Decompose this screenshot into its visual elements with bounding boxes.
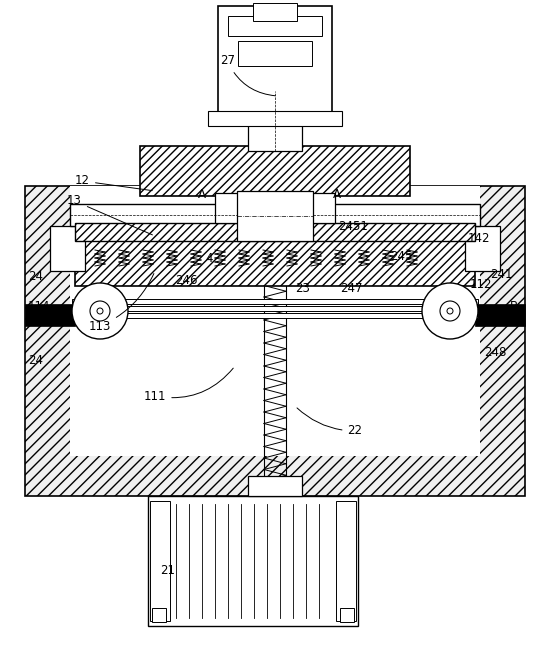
- Bar: [50, 226, 85, 271]
- Text: 24: 24: [28, 354, 43, 367]
- Bar: [253, 3, 297, 21]
- Circle shape: [422, 283, 478, 339]
- Text: 113: 113: [89, 274, 154, 333]
- Text: 247: 247: [340, 281, 362, 295]
- Bar: [75, 241, 475, 286]
- Text: 248: 248: [484, 346, 507, 359]
- Text: 22: 22: [297, 408, 362, 438]
- Bar: [208, 111, 342, 126]
- Bar: [248, 476, 302, 496]
- Bar: [75, 223, 475, 241]
- Bar: [72, 313, 478, 318]
- Text: 112: 112: [470, 277, 492, 291]
- Bar: [248, 91, 302, 151]
- Bar: [72, 299, 478, 304]
- Circle shape: [97, 308, 103, 314]
- Circle shape: [447, 308, 453, 314]
- Bar: [70, 204, 480, 226]
- Bar: [25, 304, 75, 326]
- Text: 142: 142: [468, 232, 491, 245]
- Bar: [75, 223, 475, 241]
- Bar: [465, 226, 500, 271]
- Bar: [70, 186, 480, 456]
- Bar: [215, 193, 335, 223]
- Text: A: A: [198, 188, 206, 201]
- Bar: [218, 6, 332, 116]
- Circle shape: [440, 301, 460, 321]
- Text: 13: 13: [67, 194, 152, 235]
- Text: B: B: [510, 300, 518, 312]
- Bar: [25, 186, 525, 496]
- Text: 12: 12: [75, 174, 152, 191]
- Text: 23: 23: [295, 281, 310, 295]
- Bar: [72, 306, 478, 311]
- Circle shape: [72, 283, 128, 339]
- Bar: [340, 608, 354, 622]
- Circle shape: [90, 301, 110, 321]
- Text: 21: 21: [160, 565, 175, 577]
- Text: 246: 246: [175, 274, 197, 287]
- Text: A: A: [333, 188, 341, 201]
- Text: 245: 245: [390, 249, 412, 262]
- Text: 111: 111: [144, 368, 233, 403]
- Bar: [140, 146, 410, 196]
- Bar: [237, 191, 313, 241]
- Text: 2451: 2451: [338, 220, 368, 232]
- Text: 114: 114: [28, 300, 51, 312]
- Bar: [148, 496, 358, 626]
- Text: 24: 24: [28, 270, 43, 283]
- Bar: [475, 304, 525, 326]
- Bar: [152, 608, 166, 622]
- Bar: [228, 16, 322, 36]
- Text: 4: 4: [205, 251, 212, 264]
- Text: 27: 27: [220, 54, 275, 96]
- Text: 241: 241: [490, 268, 513, 281]
- Bar: [150, 501, 170, 621]
- Bar: [336, 501, 356, 621]
- Bar: [238, 41, 312, 66]
